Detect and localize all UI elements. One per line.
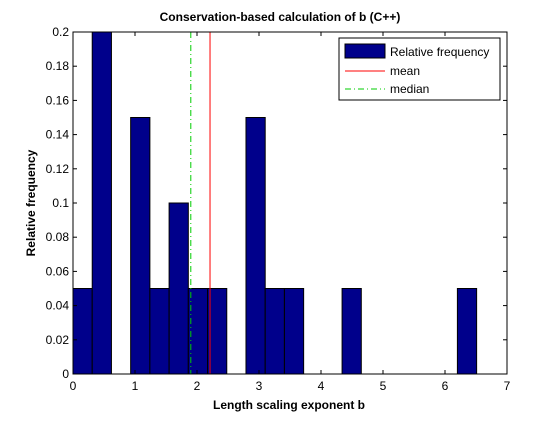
x-tick-label: 5 [380,379,387,393]
x-tick-label: 4 [318,379,325,393]
histogram-bar [149,288,170,375]
legend: Relative frequency mean median [338,37,501,101]
x-tick-label: 7 [504,379,511,393]
legend-label-relative-frequency: Relative frequency [390,45,489,59]
x-axis-ticks: 0 1 2 3 4 5 6 7 [70,32,511,393]
y-tick-label: 0.1 [52,196,69,210]
histogram-bar [341,288,362,375]
y-tick-label: 0.18 [46,59,70,73]
y-axis-ticks: 0 0.02 0.04 0.06 0.08 0.1 0.12 0.14 0.16 0.18 0.2 [46,25,507,381]
y-tick-label: 0.2 [52,25,69,39]
histogram-bar [72,288,93,375]
y-tick-label: 0.06 [46,264,70,278]
y-tick-label: 0.02 [46,333,70,347]
x-tick-label: 3 [256,379,263,393]
legend-label-mean: mean [390,64,420,78]
histogram-bar [168,202,189,375]
reference-lines-group [190,32,211,374]
y-axis-label: Relative frequency [24,149,38,256]
chart-title: Conservation-based calculation of b (C++… [160,10,401,24]
y-tick-label: 0.16 [46,93,70,107]
x-tick-label: 6 [442,379,449,393]
x-tick-label: 1 [132,379,139,393]
histogram-bar [245,117,266,375]
legend-label-median: median [390,82,429,96]
histogram-bar [283,288,305,375]
bars-group [72,31,478,375]
y-tick-label: 0.14 [46,128,70,142]
y-tick-label: 0.04 [46,299,70,313]
x-tick-label: 2 [194,379,201,393]
histogram-bar [130,117,151,375]
histogram-bar [456,288,478,375]
histogram-bar [91,31,112,375]
histogram-bar [264,288,285,375]
legend-swatch-bar [344,43,386,59]
y-tick-label: 0.08 [46,230,70,244]
y-tick-label: 0 [62,367,69,381]
x-tick-label: 0 [70,379,77,393]
y-tick-label: 0.12 [46,162,70,176]
x-axis-label: Length scaling exponent b [213,398,365,412]
